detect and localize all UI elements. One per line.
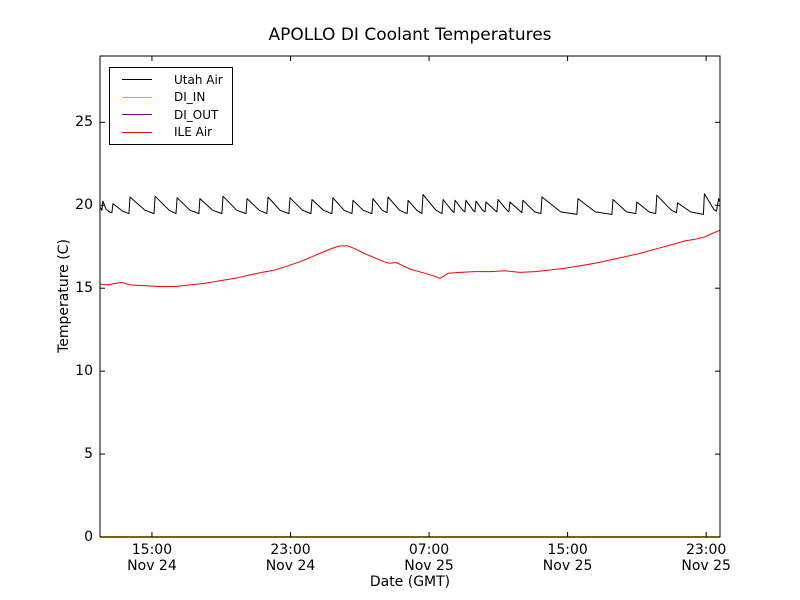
x-tick-time: 07:00 bbox=[408, 542, 450, 558]
y-tick-label: 15 bbox=[75, 280, 93, 297]
chart-title: APOLLO DI Coolant Temperatures bbox=[268, 25, 552, 45]
legend-line-icon bbox=[122, 114, 152, 116]
legend-entry: Utah Air bbox=[110, 74, 232, 86]
legend-label: DI_OUT bbox=[174, 107, 219, 122]
legend-label: DI_IN bbox=[174, 90, 206, 105]
legend-line-icon bbox=[122, 79, 152, 81]
legend-label: ILE Air bbox=[174, 125, 213, 140]
x-tick-label: 15:00 Nov 24 bbox=[97, 542, 207, 574]
x-tick-time: 23:00 bbox=[685, 542, 727, 558]
legend-entry: ILE Air bbox=[110, 126, 232, 138]
x-tick-date: Nov 25 bbox=[404, 558, 454, 574]
legend-entry: DI_OUT bbox=[110, 109, 232, 121]
x-tick-date: Nov 24 bbox=[127, 558, 177, 574]
x-tick-label: 15:00 Nov 25 bbox=[513, 542, 623, 574]
y-tick-label: 0 bbox=[84, 529, 93, 545]
x-tick-date: Nov 25 bbox=[681, 558, 731, 574]
legend-line-icon bbox=[122, 131, 152, 133]
x-tick-time: 15:00 bbox=[131, 542, 173, 558]
legend-box: Utah Air DI_IN DI_OUT ILE Air bbox=[109, 67, 233, 145]
y-tick-label: 5 bbox=[84, 446, 93, 463]
x-tick-date: Nov 24 bbox=[265, 558, 316, 574]
x-tick-label: 07:00 Nov 25 bbox=[374, 542, 484, 574]
x-tick-time: 23:00 bbox=[270, 542, 311, 558]
axes-frame bbox=[99, 55, 721, 538]
x-axis-label: Date (GMT) bbox=[369, 574, 451, 590]
y-tick-label: 25 bbox=[75, 114, 93, 131]
x-tick-date: Nov 25 bbox=[542, 558, 593, 574]
x-tick-label: 23:00 Nov 25 bbox=[651, 542, 761, 574]
legend-line-icon bbox=[122, 96, 152, 98]
x-tick-time: 15:00 bbox=[547, 542, 588, 558]
x-tick-label: 23:00 Nov 24 bbox=[236, 542, 346, 574]
legend-entry: DI_IN bbox=[110, 91, 232, 103]
y-tick-label: 10 bbox=[75, 363, 93, 380]
series-line-ile-air bbox=[99, 229, 721, 287]
y-tick-label: 20 bbox=[75, 197, 93, 214]
legend-label: Utah Air bbox=[174, 72, 223, 87]
series-line-utah-air bbox=[99, 193, 721, 215]
